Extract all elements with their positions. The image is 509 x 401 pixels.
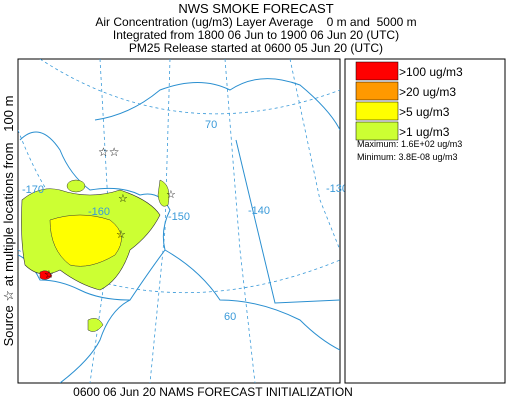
map-label: -150 [168, 211, 190, 223]
coastline [94, 78, 340, 131]
legend-swatch [355, 61, 399, 81]
plume [49, 214, 122, 267]
maximum: Maximum: 1.6E+02 ug/m3 [357, 139, 462, 149]
map-label: 60 [224, 311, 236, 323]
subtitle: PM25 Release started at 0600 05 Jun 20 (… [129, 41, 383, 55]
plume [66, 179, 86, 193]
plume [157, 179, 170, 207]
map-label: 70 [205, 119, 217, 131]
source-star: ☆ [44, 269, 54, 281]
map-label: -130 [326, 183, 348, 195]
legend-label: >20 ug/m3 [399, 85, 456, 99]
minimum: Minimum: 3.8E-08 ug/m3 [357, 152, 458, 162]
footer: 0600 06 Jun 20 NAMS FORECAST INITIALIZAT… [73, 385, 353, 399]
plume [87, 318, 104, 332]
legend: Maximum: 1.6E+02 ug/m3 Minimum: 3.8E-08 … [344, 58, 506, 384]
coastline [18, 131, 171, 301]
map-label: -160 [88, 206, 110, 218]
side-label: Source ☆ at multiple locations from 100 … [1, 96, 16, 347]
map-label: -140 [248, 205, 270, 217]
graticule [289, 59, 340, 251]
source-star: ☆ [116, 229, 126, 241]
subtitle: Integrated from 1800 06 Jun to 1900 06 J… [113, 28, 399, 42]
plume [39, 270, 53, 280]
legend-label: >100 ug/m3 [399, 65, 463, 79]
legend-swatch [355, 101, 399, 121]
graticule [39, 59, 340, 115]
subtitle: Air Concentration (ug/m3) Layer Average … [95, 15, 416, 29]
source-star: ☆ [118, 193, 128, 205]
coastline [59, 299, 131, 383]
border [235, 139, 340, 304]
title: NWS SMOKE FORECAST [178, 1, 333, 16]
source-star: ☆☆ [98, 145, 120, 159]
legend-swatch [355, 121, 399, 141]
coastline [164, 249, 340, 351]
legend-swatch [355, 81, 399, 101]
legend-label: >5 ug/m3 [399, 105, 450, 119]
source-star: ☆ [166, 189, 176, 201]
map-label: -170 [22, 184, 44, 196]
map: ☆☆ ☆ ☆ ☆ ☆ 70 -170 -160 -150 -140 -130 6… [17, 58, 348, 384]
legend-label: >1 ug/m3 [399, 125, 450, 139]
